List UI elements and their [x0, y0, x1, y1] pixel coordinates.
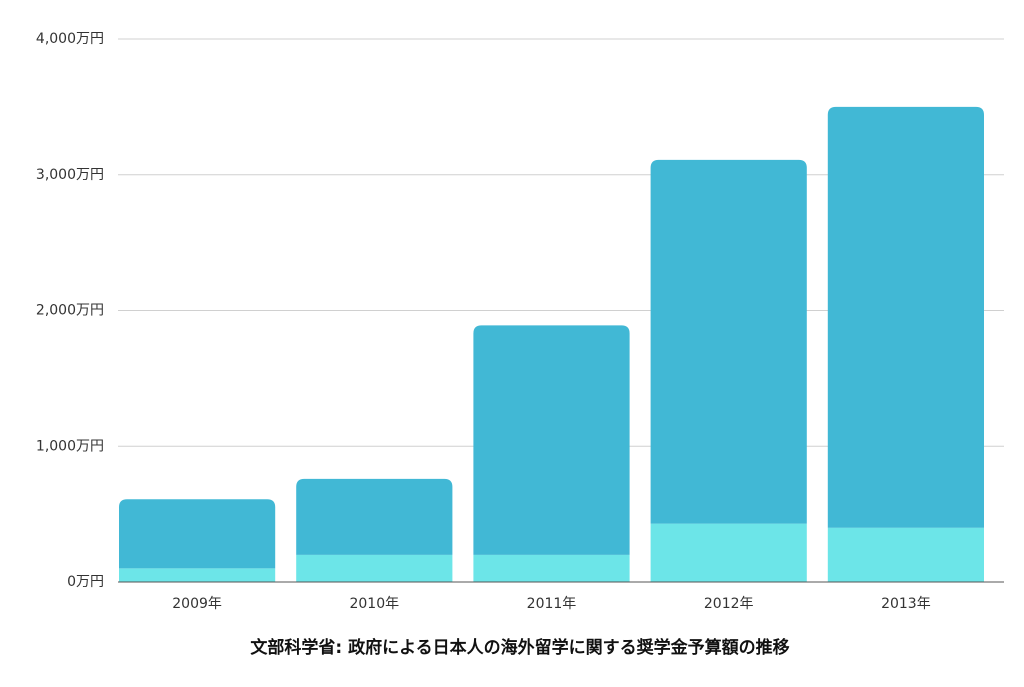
- bar-segment: [827, 106, 984, 528]
- y-tick-label: 1,000万円: [36, 438, 104, 454]
- bar-segment: [296, 554, 453, 582]
- y-tick-label: 3,000万円: [36, 167, 104, 183]
- bar-segment: [473, 325, 630, 555]
- bar-segment: [119, 499, 276, 569]
- x-tick-label: 2009年: [172, 596, 222, 612]
- x-tick-label: 2010年: [349, 596, 399, 612]
- y-tick-label: 4,000万円: [36, 31, 104, 47]
- bar-segment: [827, 527, 984, 582]
- bar-segment: [650, 523, 807, 582]
- x-tick-label: 2012年: [704, 596, 754, 612]
- y-tick-label: 0万円: [67, 574, 104, 590]
- bar-segment: [473, 554, 630, 582]
- chart-title: 文部科学省: 政府による日本人の海外留学に関する奨学金予算額の推移: [250, 637, 789, 658]
- x-tick-label: 2013年: [881, 596, 931, 612]
- y-tick-label: 2,000万円: [36, 303, 104, 319]
- bar-segment: [296, 478, 453, 555]
- bar-segment: [119, 568, 276, 582]
- x-tick-label: 2011年: [527, 596, 577, 612]
- bar-segment: [650, 159, 807, 524]
